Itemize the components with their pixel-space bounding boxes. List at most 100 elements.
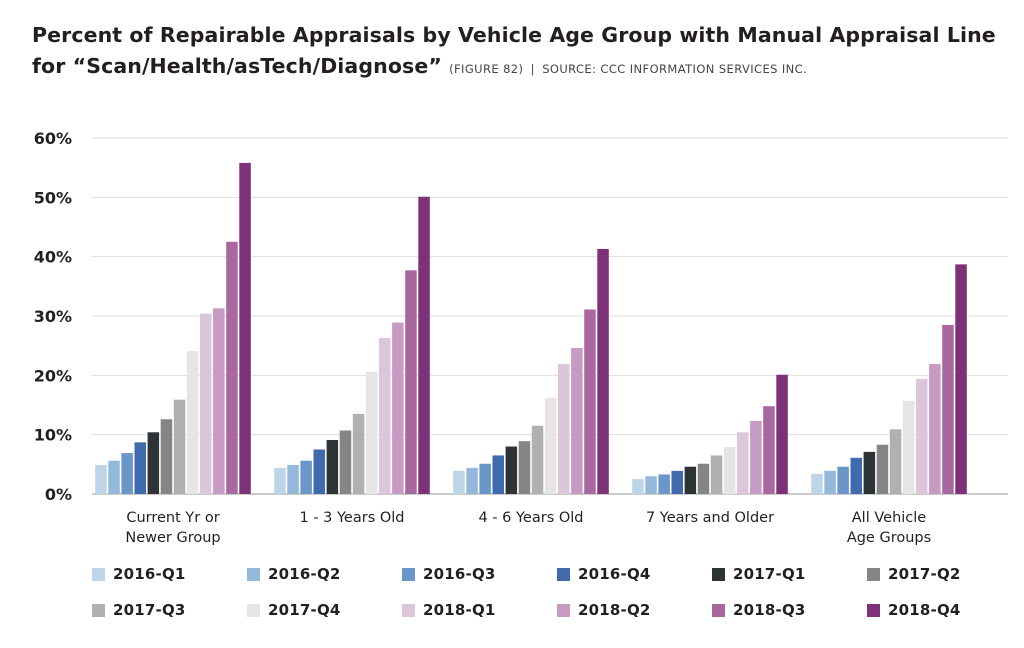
bar-2017-q2 <box>339 430 352 494</box>
legend-label: 2018-Q3 <box>733 601 806 619</box>
bar-2016-q1 <box>811 473 823 494</box>
bar-2016-q3 <box>121 453 133 494</box>
bar-2017-q3 <box>889 429 902 494</box>
figure-reference: (FIGURE 82) <box>449 62 524 76</box>
legend-item: 2016-Q4 <box>557 562 712 586</box>
bar-2016-q2 <box>108 460 120 494</box>
x-tick-label: Newer Group <box>125 530 220 546</box>
legend-item: 2017-Q1 <box>712 562 867 586</box>
x-tick-label: All Vehicle <box>852 510 927 526</box>
legend-item: 2018-Q1 <box>402 598 557 622</box>
legend-label: 2017-Q3 <box>113 601 186 619</box>
y-tick-label: 60% <box>34 129 72 148</box>
legend: 2016-Q1 2016-Q2 2016-Q3 2016-Q4 2017-Q1 2017-… <box>92 562 992 622</box>
legend-item: 2017-Q3 <box>92 598 247 622</box>
legend-swatch <box>402 567 415 581</box>
bar-2016-q4 <box>492 455 504 494</box>
legend-label: 2018-Q4 <box>888 601 961 619</box>
bar-2018-q3 <box>942 324 954 494</box>
bar-2016-q3 <box>479 463 491 494</box>
bar-2017-q1 <box>326 440 339 494</box>
bar-2018-q4 <box>239 162 251 495</box>
bar-2016-q2 <box>824 470 836 494</box>
legend-item: 2016-Q2 <box>247 562 402 586</box>
x-tick-label: 7 Years and Older <box>646 510 774 526</box>
legend-swatch <box>557 567 570 581</box>
bar-2018-q2 <box>929 364 941 494</box>
bar-2016-q1 <box>274 467 286 494</box>
source-note: SOURCE: CCC INFORMATION SERVICES INC. <box>542 62 808 76</box>
chart-title: Percent of Repairable Appraisals by Vehi… <box>32 20 1012 85</box>
x-tick-label: 1 - 3 Years Old <box>299 510 404 526</box>
bar-2017-q4 <box>186 351 199 494</box>
bar-2018-q4 <box>955 264 967 494</box>
legend-label: 2016-Q4 <box>578 565 651 583</box>
bar-2017-q4 <box>365 371 378 494</box>
bar-2016-q4 <box>134 442 146 494</box>
y-tick-label: 30% <box>34 307 72 326</box>
bar-2016-q3 <box>300 460 312 494</box>
bar-2016-q1 <box>632 479 644 494</box>
legend-swatch <box>867 603 880 617</box>
legend-label: 2017-Q2 <box>888 565 961 583</box>
legend-label: 2018-Q2 <box>578 601 651 619</box>
legend-swatch <box>92 567 105 581</box>
bar-2017-q4 <box>544 397 557 494</box>
legend-label: 2016-Q2 <box>268 565 341 583</box>
legend-swatch <box>712 603 725 617</box>
title-line-2: for “Scan/Health/asTech/Diagnose” (FIGUR… <box>32 51 1012 85</box>
legend-label: 2016-Q1 <box>113 565 186 583</box>
x-tick-label: 4 - 6 Years Old <box>478 510 583 526</box>
title-line-2-text: for “Scan/Health/asTech/Diagnose” <box>32 54 442 78</box>
legend-swatch <box>557 603 570 617</box>
x-tick-label: Current Yr or <box>126 510 219 526</box>
bar-2016-q2 <box>466 467 478 494</box>
bar-2018-q3 <box>584 309 596 494</box>
y-tick-label: 10% <box>34 426 72 445</box>
legend-swatch <box>247 603 260 617</box>
bar-2018-q3 <box>405 270 417 494</box>
bar-2017-q1 <box>147 432 160 494</box>
bar-2017-q1 <box>505 446 518 494</box>
legend-item: 2018-Q4 <box>867 598 1022 622</box>
bar-2017-q4 <box>723 447 736 494</box>
bar-2017-q1 <box>684 466 697 494</box>
bar-2017-q3 <box>710 455 723 494</box>
y-tick-label: 40% <box>34 248 72 267</box>
y-tick-label: 0% <box>45 485 72 504</box>
bar-2016-q2 <box>645 476 657 494</box>
legend-item: 2017-Q4 <box>247 598 402 622</box>
legend-item: 2018-Q2 <box>557 598 712 622</box>
y-tick-label: 50% <box>34 188 72 207</box>
bar-2018-q4 <box>597 248 609 494</box>
legend-swatch <box>402 603 415 617</box>
legend-swatch <box>867 567 880 581</box>
y-tick-label: 20% <box>34 366 72 385</box>
bar-2017-q2 <box>518 441 531 494</box>
legend-item: 2017-Q2 <box>867 562 1022 586</box>
legend-swatch <box>712 567 725 581</box>
legend-swatch <box>247 567 260 581</box>
bar-2017-q2 <box>876 444 889 494</box>
bar-2017-q2 <box>160 419 173 494</box>
bar-2018-q2 <box>750 421 762 494</box>
bar-2018-q3 <box>763 406 775 494</box>
bar-2017-q3 <box>352 413 365 494</box>
bar-2018-q1 <box>916 378 928 494</box>
bar-2018-q1 <box>558 364 570 494</box>
bar-2016-q1 <box>95 464 107 494</box>
bar-2016-q3 <box>837 466 849 494</box>
bar-2018-q2 <box>213 308 225 494</box>
bar-2016-q1 <box>453 470 465 494</box>
bar-2018-q4 <box>776 374 788 494</box>
bar-2018-q1 <box>379 337 391 494</box>
bar-2017-q1 <box>863 451 876 494</box>
legend-label: 2017-Q1 <box>733 565 806 583</box>
bar-chart: 0% 10% 20% 30% 40% 50% 60% Current Yr or Newer G… <box>34 129 1008 546</box>
bar-2017-q4 <box>902 400 915 494</box>
legend-swatch <box>92 603 105 617</box>
x-tick-label: Age Groups <box>847 530 931 546</box>
bar-2016-q4 <box>850 457 862 494</box>
bar-2017-q3 <box>173 399 186 494</box>
bar-2017-q2 <box>697 463 710 494</box>
